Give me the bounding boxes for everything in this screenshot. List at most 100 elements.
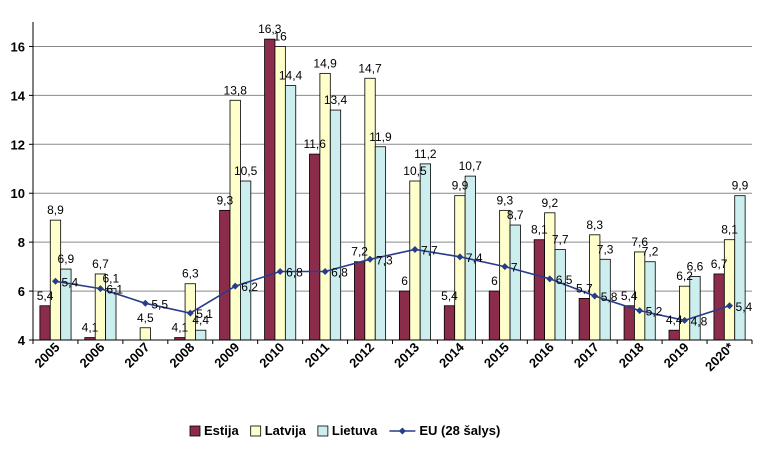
legend-label: Estija bbox=[204, 423, 239, 438]
eu-line-point bbox=[681, 316, 689, 324]
x-tick-label: 2011 bbox=[302, 340, 333, 371]
bar-lietuva bbox=[195, 329, 207, 341]
eu-line-point bbox=[321, 268, 329, 276]
data-label-estija: 8,1 bbox=[531, 223, 548, 237]
data-label-latvija: 14,7 bbox=[358, 61, 382, 75]
y-axis-ticks: 4 6 8 10 12 14 16 bbox=[11, 39, 26, 348]
data-label-estija: 5,7 bbox=[576, 281, 593, 295]
bar-lietuva bbox=[644, 261, 656, 341]
data-label-latvija: 9,9 bbox=[452, 179, 469, 193]
data-label-lietuva: 10,7 bbox=[459, 159, 483, 173]
eu-line bbox=[51, 245, 734, 324]
bar-estija bbox=[578, 298, 590, 341]
data-label-estija: 5,4 bbox=[621, 289, 638, 303]
legend-swatch-latvija bbox=[250, 425, 262, 437]
grid-lines bbox=[33, 45, 752, 341]
eu-line-point bbox=[546, 275, 554, 283]
data-label-eu: 6,5 bbox=[556, 273, 573, 287]
data-label-lietuva: 6,6 bbox=[687, 259, 704, 273]
data-label-eu: 5,4 bbox=[736, 300, 753, 314]
x-tick-label: 2020* bbox=[702, 339, 737, 374]
eu-line-point bbox=[591, 292, 599, 300]
data-label-eu: 4,8 bbox=[691, 314, 708, 328]
eu-line-point bbox=[636, 307, 644, 315]
data-label-lietuva: 8,7 bbox=[507, 208, 524, 222]
bar-latvija bbox=[139, 327, 151, 341]
bar-estija bbox=[39, 305, 51, 341]
data-label-lietuva: 4,4 bbox=[192, 313, 209, 327]
x-tick-label: 2009 bbox=[211, 340, 242, 371]
data-label-lietuva: 14,4 bbox=[279, 69, 303, 83]
data-label-eu: 6,2 bbox=[241, 280, 258, 294]
bar-estija bbox=[713, 273, 725, 341]
bar-latvija bbox=[364, 77, 376, 341]
data-label-lietuva: 6,1 bbox=[102, 272, 119, 286]
data-label-eu: 5,5 bbox=[151, 297, 168, 311]
bar-latvija bbox=[723, 239, 736, 341]
eu-line-point bbox=[231, 282, 239, 290]
legend-label: EU (28 šalys) bbox=[419, 423, 500, 438]
data-label-eu: 6,8 bbox=[331, 266, 348, 280]
data-label-latvija: 6,7 bbox=[92, 257, 109, 271]
bar-lietuva bbox=[374, 146, 387, 341]
data-label-lietuva: 7,7 bbox=[552, 232, 569, 246]
data-label-latvija: 10,5 bbox=[403, 164, 427, 178]
y-tick-label: 10 bbox=[11, 186, 25, 201]
data-label-estija: 5,4 bbox=[37, 289, 54, 303]
data-label-latvija: 13,8 bbox=[224, 83, 248, 97]
x-tick-label: 2019 bbox=[661, 340, 692, 371]
x-tick-label: 2012 bbox=[346, 340, 377, 371]
x-tick-label: 2010 bbox=[256, 340, 287, 371]
bar-estija bbox=[264, 38, 276, 341]
bars bbox=[39, 38, 746, 341]
x-axis-ticks: 2005 2006 2007 2008 2009 2010 2011 2012 2013 2014… bbox=[32, 339, 738, 374]
bar-estija bbox=[488, 290, 501, 341]
data-label-lietuva: 10,5 bbox=[234, 164, 258, 178]
bar-latvija bbox=[319, 72, 331, 341]
x-tick-label: 2015 bbox=[481, 340, 512, 371]
data-label-latvija: 8,9 bbox=[47, 203, 64, 217]
data-label-estija: 9,3 bbox=[216, 193, 233, 207]
data-label-eu: 5,1 bbox=[196, 307, 213, 321]
data-label-estija: 5,4 bbox=[441, 289, 458, 303]
x-tick-label: 2013 bbox=[391, 340, 422, 371]
data-label-estija: 16,3 bbox=[258, 22, 282, 36]
bar-estija bbox=[309, 153, 321, 341]
data-label-latvija: 6,2 bbox=[676, 269, 693, 283]
axes bbox=[29, 22, 753, 344]
data-label-latvija: 8,1 bbox=[721, 223, 738, 237]
y-tick-label: 12 bbox=[11, 137, 25, 152]
eu-line-point bbox=[456, 253, 464, 261]
bar-latvija bbox=[499, 209, 511, 341]
data-label-latvija: 9,3 bbox=[497, 193, 514, 207]
y-tick-label: 14 bbox=[11, 88, 26, 103]
x-tick-label: 2005 bbox=[32, 340, 63, 371]
legend-label: Latvija bbox=[265, 423, 307, 438]
data-label-eu: 5,2 bbox=[646, 305, 663, 319]
data-label-eu: 7,4 bbox=[466, 251, 483, 265]
data-label-lietuva: 7,3 bbox=[597, 242, 614, 256]
bar-lietuva bbox=[554, 249, 566, 341]
x-tick-label: 2016 bbox=[526, 340, 557, 371]
y-tick-label: 6 bbox=[18, 284, 25, 299]
data-label-lietuva: 6,9 bbox=[58, 252, 75, 266]
bar-estija bbox=[443, 305, 456, 341]
bar-estija bbox=[354, 261, 366, 341]
data-label-eu: 6,1 bbox=[106, 283, 123, 297]
eu-line-point bbox=[51, 277, 59, 285]
bar-estija bbox=[533, 239, 545, 341]
bar-estija bbox=[668, 329, 680, 341]
data-label-lietuva: 9,9 bbox=[732, 179, 749, 193]
eu-line-point bbox=[366, 255, 374, 263]
y-tick-label: 8 bbox=[18, 235, 25, 250]
eu-line-point bbox=[726, 302, 734, 310]
bar-lietuva bbox=[734, 195, 746, 341]
data-labels: 5,48,96,95,44,16,76,16,14,55,54,16,34,45… bbox=[37, 22, 753, 334]
data-label-eu: 7,7 bbox=[421, 243, 438, 257]
data-label-latvija: 8,3 bbox=[586, 218, 603, 232]
bar-latvija bbox=[274, 46, 286, 341]
bar-lietuva bbox=[329, 109, 342, 341]
data-label-eu: 5,8 bbox=[601, 290, 618, 304]
data-label-eu: 5,4 bbox=[61, 275, 78, 289]
